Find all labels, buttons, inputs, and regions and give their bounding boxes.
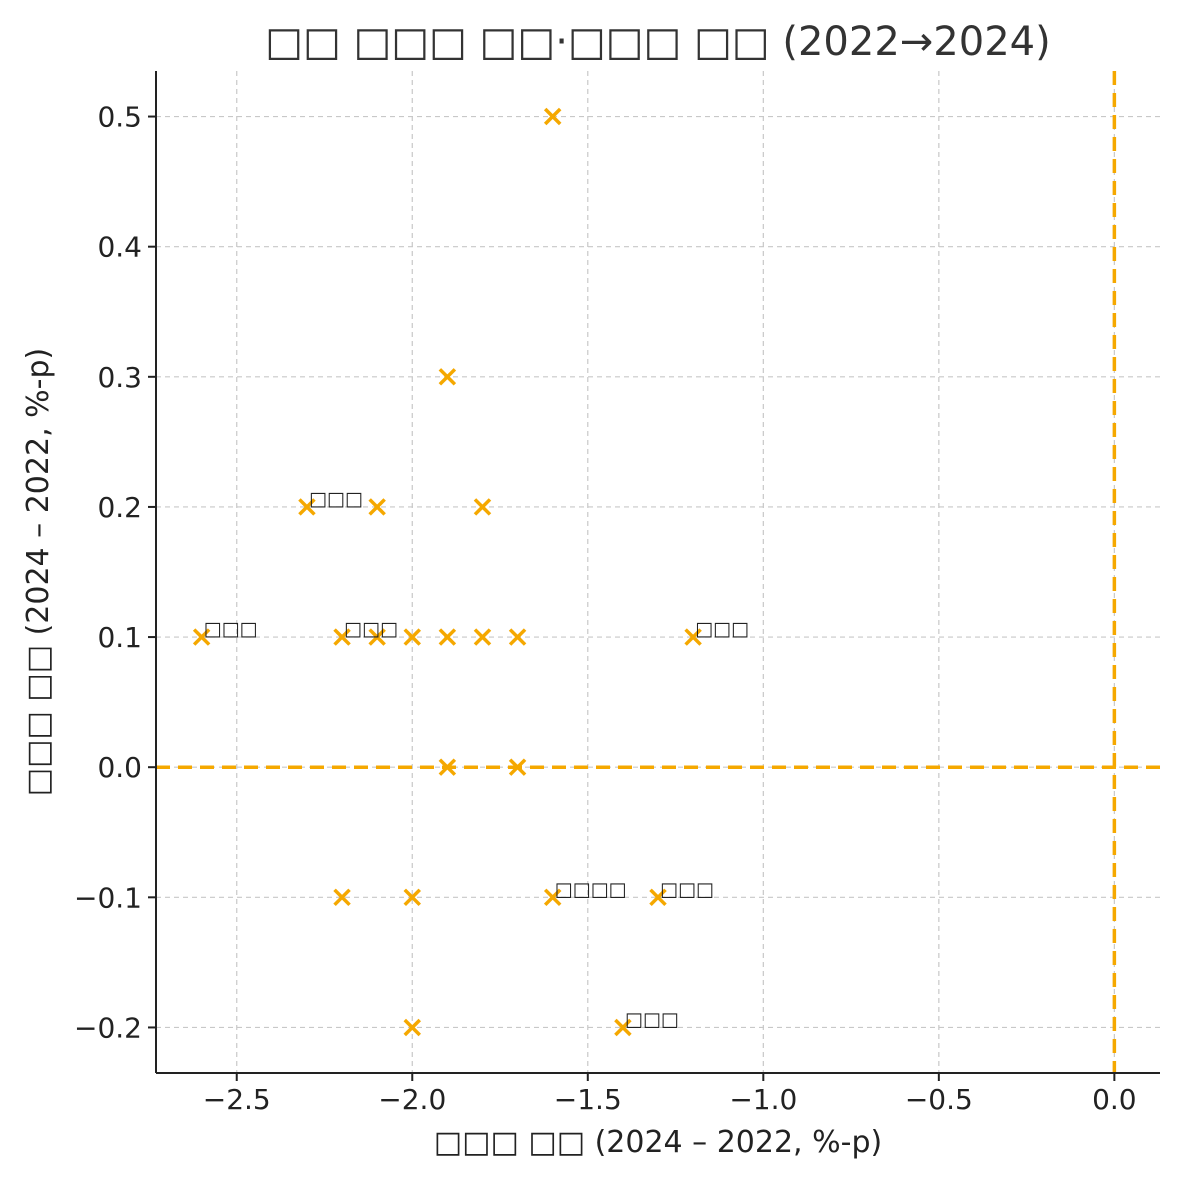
y-tick-label: 0.4 [97, 231, 142, 264]
data-point [403, 628, 422, 646]
x-tick-label: −2.5 [203, 1083, 271, 1116]
data-point [473, 628, 492, 646]
point-labels: □□□□□□ □□□ □□□□□□□ □□□□□□ [204, 488, 749, 1031]
data-point [438, 368, 457, 386]
data-point [543, 888, 562, 907]
x-ticks: −2.5 −2.0 −1.5 −1.0 −0.5 0.0 [203, 1073, 1137, 1116]
y-tick-label: 0.1 [97, 621, 142, 654]
y-tick-label: −0.1 [74, 881, 142, 914]
y-tick-label: 0.2 [97, 491, 142, 524]
point-label: □□□ [309, 488, 363, 510]
data-point [192, 628, 211, 646]
y-tick-label: 0.5 [97, 101, 142, 134]
data-point [614, 1018, 632, 1037]
data-point [438, 628, 457, 646]
data-point [684, 628, 702, 646]
y-axis-label: □□□ □□ (2024 – 2022, %-p) [21, 348, 56, 796]
data-point [543, 107, 562, 126]
point-label: □□□□ [555, 878, 627, 900]
data-point [368, 498, 386, 516]
data-point [508, 628, 527, 646]
point-label: □□□ [625, 1008, 679, 1030]
x-tick-label: −2.0 [378, 1083, 446, 1116]
grid-lines [156, 71, 1160, 1073]
data-point [368, 628, 386, 646]
point-label: □□□ [695, 618, 749, 640]
reference-lines [156, 71, 1160, 1073]
data-point [473, 498, 492, 516]
y-tick-label: 0.3 [97, 361, 142, 394]
data-points [192, 107, 702, 1037]
x-axis-label: □□□ □□ (2024 – 2022, %-p) [434, 1125, 882, 1160]
data-point [333, 888, 351, 907]
chart-title: □□ □□□ □□·□□□ □□ (2022→2024) [265, 19, 1050, 65]
data-point [298, 498, 316, 516]
point-label: □□□ [344, 618, 398, 640]
x-tick-label: −1.0 [729, 1083, 797, 1116]
data-point [438, 758, 457, 776]
data-point [508, 758, 527, 776]
data-point [403, 1018, 422, 1037]
data-point [333, 628, 351, 646]
x-tick-label: −0.5 [905, 1083, 973, 1116]
y-ticks: −0.2 −0.1 0.0 0.1 0.2 0.3 0.4 0.5 [74, 101, 156, 1044]
y-tick-label: 0.0 [97, 751, 142, 784]
data-point [403, 888, 422, 907]
data-point [649, 888, 667, 907]
x-tick-label: −1.5 [554, 1083, 622, 1116]
point-label: □□□ [660, 878, 714, 900]
x-tick-label: 0.0 [1092, 1083, 1137, 1116]
y-tick-label: −0.2 [74, 1011, 142, 1044]
point-label: □□□ [204, 618, 258, 640]
